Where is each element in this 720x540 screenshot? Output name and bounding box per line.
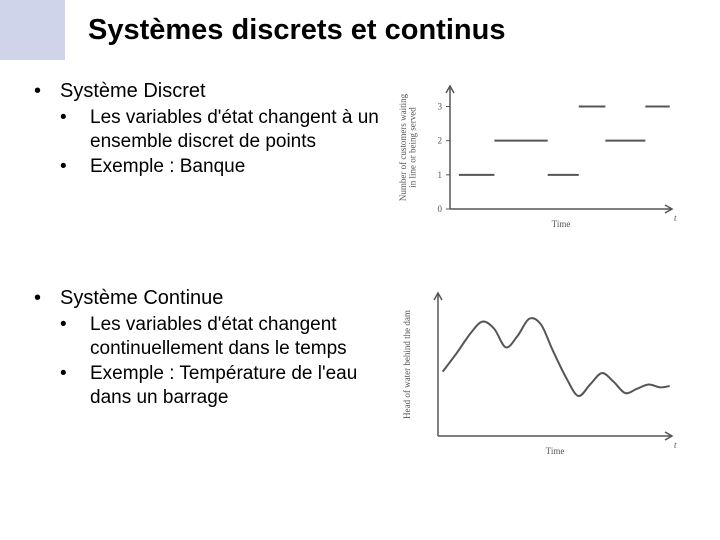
chart-continuous-container: Head of water behind the damTimet [392,285,682,460]
section-continuous-point1: Les variables d'état changent continuell… [90,313,384,361]
section-continuous-point2: Exemple : Température de l'eau dans un b… [90,362,384,410]
chart-discrete: 0 1 2 3 Number of customers waitingin line o… [392,78,682,233]
bullet-dot: • [60,362,90,410]
section-discrete: • Système Discret • Les variables d'état… [32,78,692,233]
bullet-level-2: • Les variables d'état changent à un ens… [60,106,384,154]
bullet-dot: • [32,285,60,311]
section-continuous: • Système Continue • Les variables d'éta… [32,285,692,460]
svg-text:3: 3 [438,102,443,112]
svg-text:Time: Time [552,219,571,229]
bullet-level-1: • Système Continue [32,285,384,311]
chart-continuous: Head of water behind the damTimet [392,285,682,460]
section-continuous-heading: Système Continue [60,285,223,311]
svg-text:Number of customers waitingin: Number of customers waitingin line or be… [398,93,418,201]
svg-text:2: 2 [438,136,443,146]
svg-text:Time: Time [546,446,565,456]
bullet-level-2: • Les variables d'état changent continue… [60,313,384,361]
bullet-level-1: • Système Discret [32,78,384,104]
bullet-dot: • [60,313,90,361]
section-discrete-point1: Les variables d'état changent à un ensem… [90,106,384,154]
svg-text:0: 0 [438,204,443,214]
section-discrete-heading: Système Discret [60,78,206,104]
chart-discrete-container: 0 1 2 3 Number of customers waitingin line o… [392,78,682,233]
bullet-level-2: • Exemple : Température de l'eau dans un… [60,362,384,410]
bullet-dot: • [60,106,90,154]
svg-text:1: 1 [438,170,443,180]
bullet-dot: • [32,78,60,104]
svg-text:Head of water behind the dam: Head of water behind the dam [402,310,412,419]
bullet-level-2: • Exemple : Banque [60,155,384,179]
slide-title: Systèmes discrets et continus [88,14,505,47]
bullet-dot: • [60,155,90,179]
slide-content: • Système Discret • Les variables d'état… [32,78,692,528]
section-discrete-text: • Système Discret • Les variables d'état… [32,78,392,180]
section-continuous-text: • Système Continue • Les variables d'éta… [32,285,392,411]
section-discrete-point2: Exemple : Banque [90,155,245,179]
